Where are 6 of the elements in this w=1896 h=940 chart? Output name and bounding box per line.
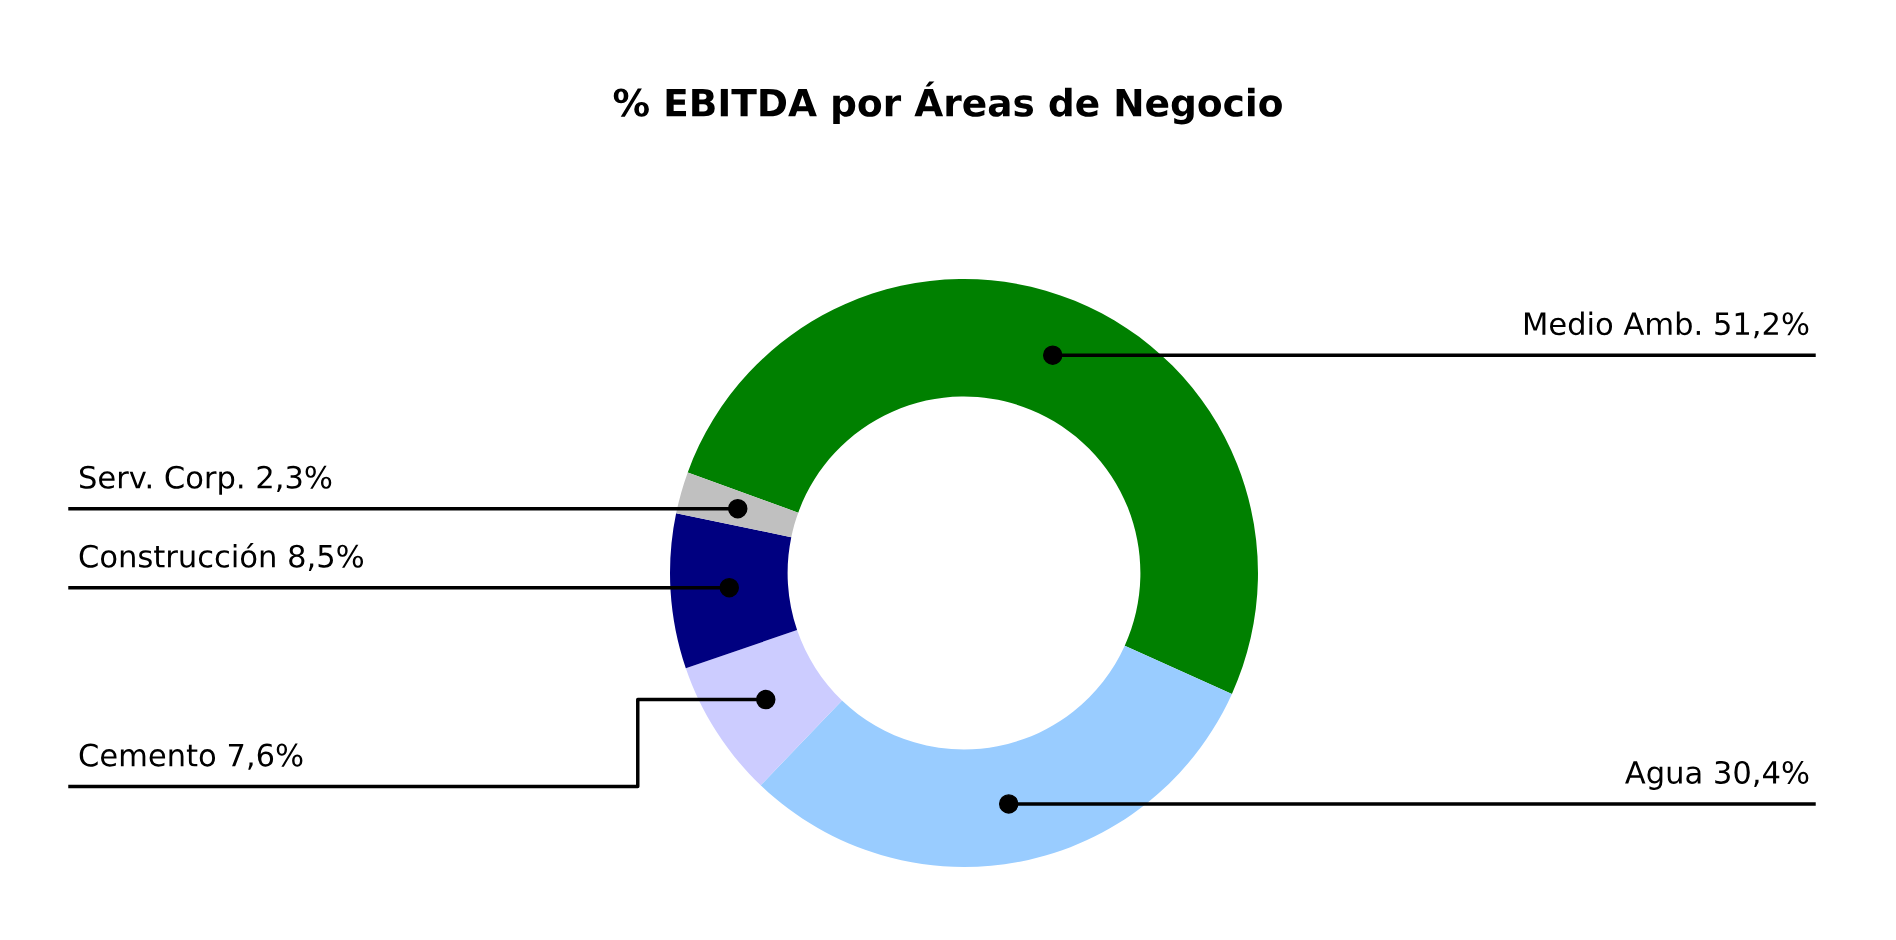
slice-label: Cemento 7,6% (79, 743, 303, 770)
slice-label: Serv. Corp. 2,3% (80, 465, 332, 495)
slice-label: Construcción 8,5% (79, 542, 364, 571)
slice-label: Medio Amb. 51,2% (1524, 311, 1809, 339)
chart-title: % EBITDA por Áreas de Negocio (613, 81, 1282, 125)
slice-label: Agua 30,4% (1625, 760, 1809, 790)
